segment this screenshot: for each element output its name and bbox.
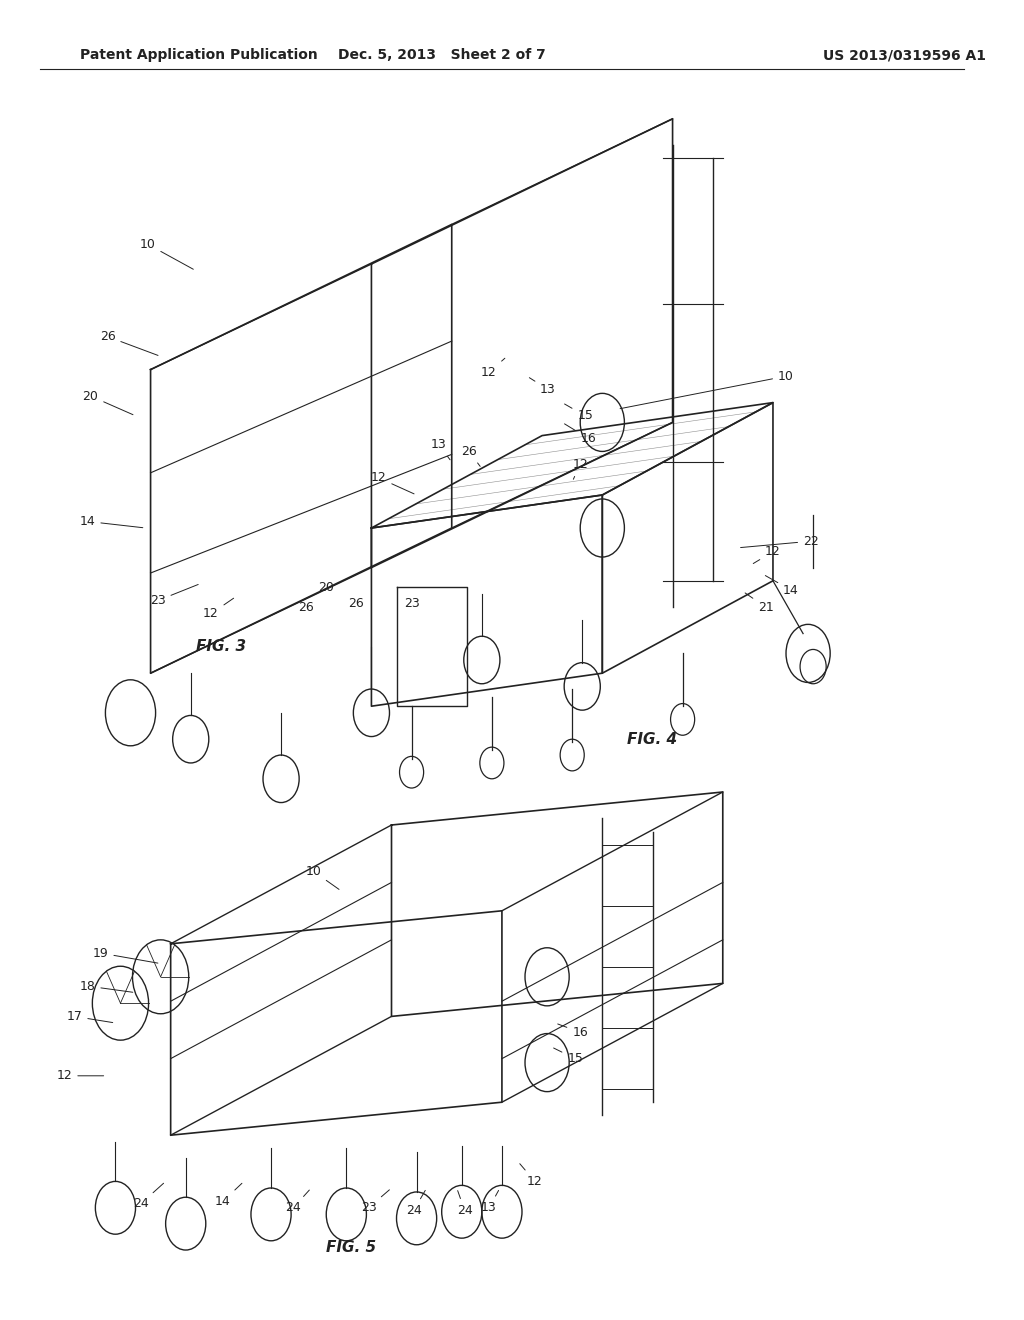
Text: 14: 14 <box>215 1183 242 1208</box>
Text: 12: 12 <box>56 1069 103 1082</box>
Text: 18: 18 <box>80 979 133 993</box>
Text: 13: 13 <box>481 1191 499 1214</box>
Text: 10: 10 <box>139 238 194 269</box>
Text: 23: 23 <box>360 1189 389 1214</box>
Text: 21: 21 <box>745 593 774 614</box>
Text: FIG. 3: FIG. 3 <box>196 639 246 655</box>
Text: 12: 12 <box>203 598 233 620</box>
Text: 24: 24 <box>457 1191 472 1217</box>
Text: 24: 24 <box>406 1191 425 1217</box>
Text: US 2013/0319596 A1: US 2013/0319596 A1 <box>823 49 986 62</box>
Text: Dec. 5, 2013   Sheet 2 of 7: Dec. 5, 2013 Sheet 2 of 7 <box>338 49 546 62</box>
Text: 12: 12 <box>572 458 588 479</box>
Text: 12: 12 <box>481 358 505 379</box>
Text: 15: 15 <box>554 1048 583 1065</box>
Text: 22: 22 <box>740 535 819 548</box>
Text: 16: 16 <box>558 1024 588 1039</box>
Text: 17: 17 <box>67 1010 113 1023</box>
Text: Patent Application Publication: Patent Application Publication <box>80 49 318 62</box>
Text: 10: 10 <box>305 865 339 890</box>
Text: 26: 26 <box>298 601 314 614</box>
Text: 19: 19 <box>92 946 158 964</box>
Text: 23: 23 <box>403 597 420 610</box>
Text: 14: 14 <box>80 515 142 528</box>
Text: 14: 14 <box>765 576 799 597</box>
Text: FIG. 5: FIG. 5 <box>327 1239 377 1255</box>
Text: 12: 12 <box>520 1164 543 1188</box>
Text: 24: 24 <box>286 1191 309 1214</box>
Text: 12: 12 <box>371 471 414 494</box>
Text: 20: 20 <box>318 581 334 594</box>
Text: FIG. 4: FIG. 4 <box>628 731 678 747</box>
Text: 24: 24 <box>133 1183 164 1210</box>
Text: 23: 23 <box>150 585 199 607</box>
Text: 13: 13 <box>431 438 451 459</box>
Text: 10: 10 <box>621 370 794 409</box>
Text: 15: 15 <box>564 404 593 422</box>
Text: 26: 26 <box>461 445 480 466</box>
Text: 26: 26 <box>348 597 365 610</box>
Text: 12: 12 <box>754 545 780 564</box>
Text: 26: 26 <box>99 330 158 355</box>
Text: 13: 13 <box>529 378 556 396</box>
Text: 16: 16 <box>564 424 596 445</box>
Text: 20: 20 <box>83 389 133 414</box>
